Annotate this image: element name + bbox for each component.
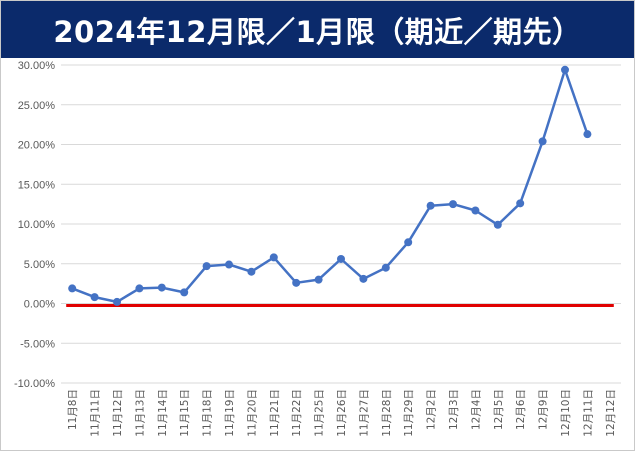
data-point <box>247 267 256 276</box>
y-tick-label: 15.00% <box>18 179 56 191</box>
y-tick-label: 30.00% <box>18 60 56 72</box>
y-tick-label: 0.00% <box>24 299 55 311</box>
x-tick-label: 12月2日 <box>426 389 438 430</box>
data-point <box>561 65 569 74</box>
x-tick-label: 11月26日 <box>336 389 348 437</box>
x-tick-label: 12月4日 <box>470 389 482 430</box>
data-point <box>538 137 547 146</box>
chart-title: 2024年12月限／1月限（期近／期先） <box>53 14 582 49</box>
x-tick-label: 11月13日 <box>134 389 146 437</box>
data-point <box>225 260 233 269</box>
data-point <box>449 200 457 209</box>
x-tick-label: 11月14日 <box>157 389 169 437</box>
x-tick-label: 12月6日 <box>515 389 527 430</box>
data-point <box>180 288 189 297</box>
y-tick-label: 5.00% <box>24 259 55 271</box>
y-tick-label: 25.00% <box>18 100 56 112</box>
gridlines <box>61 64 621 384</box>
data-point <box>493 220 502 229</box>
x-tick-label: 12月9日 <box>538 389 550 430</box>
x-tick-label: 12月3日 <box>448 389 460 430</box>
x-tick-label: 12月10日 <box>560 389 572 437</box>
x-axis-ticks: 11月8日 11月11日 11月12日 11月13日 11月14日 11月15日 11月18… <box>67 389 617 437</box>
data-point <box>90 293 99 302</box>
x-tick-label: 11月18日 <box>202 389 214 437</box>
data-point <box>68 284 77 293</box>
data-point <box>135 284 144 293</box>
series-layer <box>68 65 592 306</box>
data-point <box>516 199 525 208</box>
data-point <box>202 262 211 271</box>
x-tick-label: 11月29日 <box>403 389 415 437</box>
y-tick-label: 10.00% <box>18 219 56 231</box>
chart-title-bar: 2024年12月限／1月限（期近／期先） <box>1 1 634 58</box>
data-point <box>583 130 592 139</box>
x-tick-label: 11月20日 <box>246 389 258 437</box>
x-tick-label: 11月8日 <box>67 389 79 430</box>
y-tick-label: -5.00% <box>20 338 55 350</box>
x-tick-label: 11月22日 <box>291 389 303 437</box>
x-tick-label: 11月25日 <box>314 389 326 437</box>
data-point <box>381 263 390 272</box>
y-tick-label: 20.00% <box>18 140 56 152</box>
x-tick-label: 11月28日 <box>381 389 393 437</box>
x-tick-label: 11月15日 <box>179 389 191 437</box>
x-tick-label: 11月21日 <box>269 389 281 437</box>
data-point <box>269 253 278 262</box>
data-point <box>359 274 368 283</box>
x-tick-label: 12月11日 <box>582 389 594 437</box>
x-tick-label: 11月11日 <box>90 389 102 437</box>
data-point <box>314 275 323 284</box>
x-tick-label: 11月12日 <box>112 389 124 437</box>
data-point <box>404 238 413 247</box>
data-point <box>471 206 480 215</box>
data-point <box>337 254 345 263</box>
x-tick-label: 11月19日 <box>224 389 236 437</box>
x-tick-label: 11月27日 <box>358 389 370 437</box>
data-point <box>113 297 121 306</box>
x-tick-label: 12月12日 <box>605 389 617 437</box>
y-tick-label: -10.00% <box>14 378 55 390</box>
y-axis-ticks: -10.00% -5.00% 0.00% 5.00% 10.00% 15.00% 20.00… <box>14 60 55 390</box>
data-point <box>426 201 435 210</box>
x-tick-label: 12月5日 <box>493 389 505 430</box>
data-point <box>292 278 301 287</box>
data-point <box>157 283 166 292</box>
